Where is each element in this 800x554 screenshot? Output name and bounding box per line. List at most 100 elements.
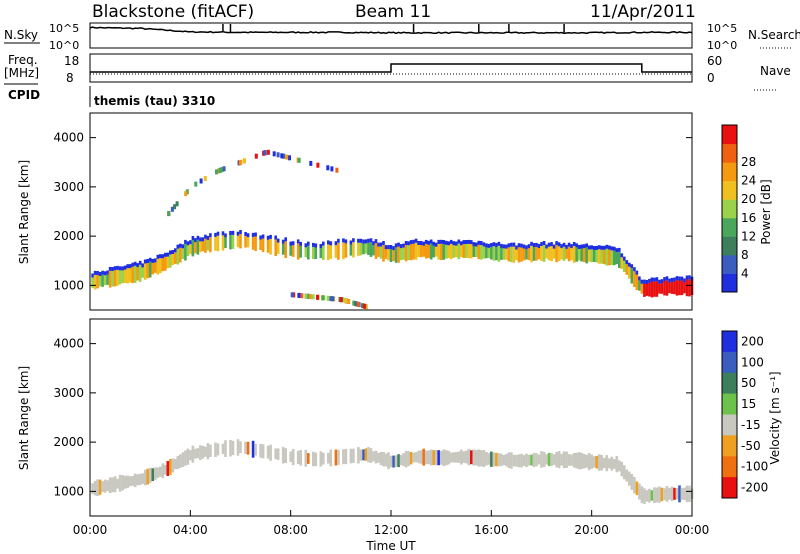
cell-157 xyxy=(485,452,488,466)
cell-125 xyxy=(404,244,408,262)
cell-40 xyxy=(191,239,195,257)
cell-202 xyxy=(597,454,601,471)
noise-panel xyxy=(89,22,693,49)
power-colorbar-label: Power [dB] xyxy=(759,179,773,244)
cell-237 xyxy=(685,279,689,297)
colorbar-cell-3 xyxy=(722,393,737,415)
cell-top-155 xyxy=(480,241,483,245)
freq-panel xyxy=(89,53,693,83)
cell-top-8 xyxy=(111,267,114,271)
cell-171 xyxy=(520,453,523,468)
cell-227 xyxy=(660,283,664,294)
cell-top-230 xyxy=(668,278,671,283)
cell-88 xyxy=(312,246,315,260)
cell-53 xyxy=(224,237,227,248)
cell-142 xyxy=(447,245,450,258)
cell-top-40 xyxy=(191,236,195,240)
cell-top-207 xyxy=(610,246,614,251)
cell-152 xyxy=(472,246,476,257)
cell-top-211 xyxy=(620,253,624,258)
colorbar-cell-2 xyxy=(722,236,737,256)
cell-224 xyxy=(653,487,656,503)
cell-top-180 xyxy=(542,241,546,245)
cell-82 xyxy=(296,243,300,260)
cell-11 xyxy=(118,474,122,492)
colorbar-cell-7 xyxy=(722,143,737,163)
cell-218 xyxy=(638,483,641,500)
cell-top-121 xyxy=(394,243,398,248)
cell-134 xyxy=(427,450,430,465)
cell-59 xyxy=(239,441,242,453)
cell-top-52 xyxy=(221,231,225,236)
cell-35 xyxy=(179,247,182,263)
cell-49 xyxy=(214,236,217,251)
cell-top-16 xyxy=(131,262,134,267)
cell-191 xyxy=(570,454,573,466)
cell-top-169 xyxy=(515,245,518,250)
cell-top-80 xyxy=(291,241,295,246)
cell-28 xyxy=(161,463,165,479)
cell-top-175 xyxy=(530,241,533,246)
cell-top-133 xyxy=(424,239,428,244)
cell-162 xyxy=(497,245,501,262)
cell-top-6 xyxy=(106,270,109,275)
cell-132 xyxy=(422,448,425,466)
cell-top-58 xyxy=(236,231,240,236)
lower-cell-27 xyxy=(347,299,351,304)
cell-49 xyxy=(214,442,217,458)
cell-129 xyxy=(414,452,418,463)
cell-top-37 xyxy=(184,239,187,244)
power-ylabel: Slant Range [km] xyxy=(17,160,31,264)
cell-94 xyxy=(327,453,330,464)
cell-195 xyxy=(580,248,583,262)
cell-61 xyxy=(244,236,247,248)
power-data xyxy=(91,149,694,310)
high-cell-39 xyxy=(254,153,258,159)
cell-top-127 xyxy=(409,240,413,245)
colorbar-tick-4: 20 xyxy=(741,192,756,206)
cell-top-10 xyxy=(116,265,119,270)
cell-183 xyxy=(550,246,553,262)
cell-155 xyxy=(480,450,483,467)
cell-top-123 xyxy=(399,244,403,249)
cell-31 xyxy=(169,254,172,268)
cell-top-152 xyxy=(472,242,476,247)
cell-152 xyxy=(472,449,476,466)
cell-top-202 xyxy=(597,245,601,250)
cell-150 xyxy=(467,243,471,259)
cell-149 xyxy=(465,450,468,464)
cell-37 xyxy=(184,450,187,466)
cell-177 xyxy=(535,246,538,261)
cell-182 xyxy=(547,452,551,466)
cell-236 xyxy=(683,487,686,500)
cell-25 xyxy=(154,467,157,480)
cell-164 xyxy=(502,248,506,260)
cell-161 xyxy=(495,452,498,467)
cell-13 xyxy=(123,269,127,283)
cell-top-191 xyxy=(570,244,573,249)
colorbar-tick-0: 200 xyxy=(741,334,764,348)
cell-107 xyxy=(359,242,363,256)
cell-top-91 xyxy=(319,244,323,248)
cell-6 xyxy=(106,480,109,492)
freq-line xyxy=(90,63,692,75)
cell-95 xyxy=(329,245,333,259)
high-cell-26 xyxy=(215,169,218,175)
y-tick-label-1: 2000 xyxy=(53,229,84,243)
cell-121 xyxy=(394,247,398,263)
cell-top-227 xyxy=(660,279,664,284)
cell-209 xyxy=(615,252,619,265)
cell-231 xyxy=(670,486,674,502)
cell-160 xyxy=(492,452,496,467)
cell-top-64 xyxy=(251,232,255,237)
cell-198 xyxy=(587,453,591,471)
high-cell-31 xyxy=(330,166,334,172)
cell-97 xyxy=(334,245,338,258)
cell-top-14 xyxy=(126,264,129,269)
cell-199 xyxy=(590,454,593,469)
cell-197 xyxy=(585,247,588,264)
high-cell-38 xyxy=(170,206,174,212)
cell-184 xyxy=(552,454,556,465)
cell-top-153 xyxy=(475,242,478,247)
cell-100 xyxy=(342,242,345,260)
